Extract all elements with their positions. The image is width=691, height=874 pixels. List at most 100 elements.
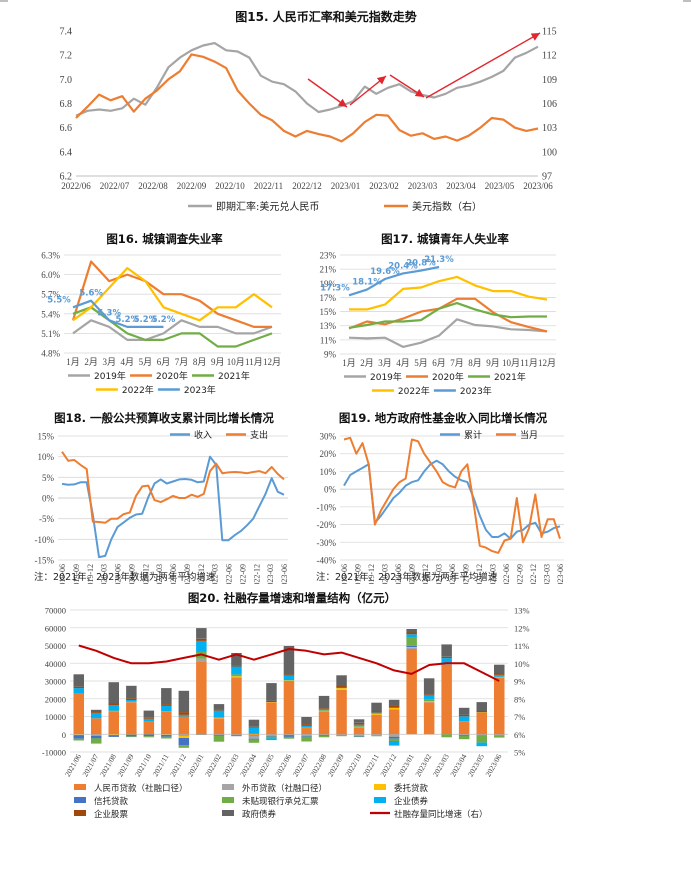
fig19-x-tick: 2023-03 (543, 564, 552, 584)
fig20-bar-segment (318, 735, 330, 738)
fig20-bar-segment (283, 646, 295, 675)
fig20-bar-segment (231, 653, 242, 666)
fig20-bar-segment (91, 738, 102, 744)
fig16-x-tick: 1月 (66, 357, 80, 367)
fig20-bar-segment (213, 710, 225, 718)
fig16-y-tick: 6.3% (41, 251, 60, 261)
fig17-x-tick: 6月 (432, 358, 446, 368)
fig17-title: 图17. 城镇青年人失业率 (381, 232, 509, 246)
fig20-bar-segment (73, 738, 84, 741)
fig18-x-tick: 2019-09 (72, 564, 81, 584)
fig20-bar-segment (213, 704, 225, 710)
fig20-bar-segment (406, 632, 417, 635)
fig17-x-tick: 8月 (468, 358, 482, 368)
fig20-bar-segment (301, 728, 312, 735)
fig19-x-tick: 2022-12 (529, 564, 538, 584)
fig17-data-label: 20.4% (388, 261, 418, 271)
fig18-x-tick: 2019-12 (86, 564, 95, 584)
fig20-bar-segment (213, 717, 225, 719)
fig20-bar-segment (301, 725, 312, 728)
fig17-x-tick: 11月 (520, 358, 538, 368)
fig16-data-label: 5.2% (152, 315, 176, 325)
fig20-bar-segment (476, 735, 487, 743)
fig20-bar-segment (178, 712, 190, 715)
fig20-bar-segment (318, 695, 330, 709)
fig17-y-tick: 21% (320, 265, 337, 275)
fig20-bar-segment (231, 674, 242, 677)
fig20-legend-label: 委托贷款 (394, 783, 429, 794)
fig18-legend-label: 支出 (250, 429, 268, 441)
fig20-bar-segment (196, 658, 207, 662)
fig20-y-right-tick: 8% (514, 694, 525, 704)
fig20-y-left-tick: 0 (62, 730, 66, 740)
fig20-bar-segment (143, 718, 155, 722)
fig20-y-left-tick: 50000 (45, 641, 66, 651)
fig20-bar-segment (301, 736, 312, 742)
fig20-bar-segment (266, 683, 277, 701)
fig20-bar-segment (353, 724, 365, 727)
fig20-bar-segment (458, 734, 470, 735)
fig20-y-right-tick: 7% (514, 712, 525, 722)
fig17-legend-label: 2021年 (494, 371, 526, 383)
fig15-y-left-tick: 7.0 (60, 75, 73, 86)
fig17-series-2022年 (349, 275, 548, 311)
fig18-x-tick: 2021-03 (155, 564, 164, 584)
fig15-y-right-tick: 103 (542, 123, 557, 134)
fig20-bar-segment (441, 664, 452, 665)
fig20-bar-segment (318, 734, 330, 735)
fig15-y-right-tick: 115 (542, 27, 557, 38)
fig20-bar-segment (213, 709, 225, 711)
fig15-x-tick: 2022/09 (177, 181, 207, 191)
fig20-bar-segment (423, 702, 435, 735)
fig20-bar-segment (336, 734, 347, 736)
fig19-x-tick: 2020-12 (421, 564, 430, 584)
fig18-x-tick: 2023-06 (280, 564, 289, 584)
fig20-bar-segment (336, 686, 347, 688)
fig20-legend-swatch (74, 797, 86, 803)
fig20-bar-segment (266, 738, 277, 741)
fig20-bar-segment (423, 695, 435, 700)
fig20-bar-segment (388, 741, 400, 746)
fig17-x-tick: 1月 (342, 358, 356, 368)
fig20-legend-label: 信托贷款 (94, 796, 129, 807)
fig20-bar-segment (143, 721, 155, 735)
fig20-bar-segment (494, 677, 505, 735)
fig15-x-tick: 2022/06 (61, 181, 91, 191)
fig20-bar-segment (126, 701, 137, 703)
fig20-bar-segment (353, 727, 365, 735)
fig20-bar-segment (353, 726, 365, 728)
fig19-y-tick: 0% (324, 485, 337, 495)
fig20-legend-swatch (222, 810, 234, 816)
fig18-x-tick: 2022-03 (211, 564, 220, 584)
fig16-legend-label: 2020年 (156, 370, 188, 382)
fig20-bar-segment (178, 714, 190, 717)
fig20-y-right-tick: 13% (514, 606, 530, 616)
fig20-y-right-tick: 6% (514, 730, 525, 740)
fig20-bar-segment (301, 724, 312, 726)
fig18-x-tick: 2020-09 (127, 564, 136, 584)
fig15-x-tick: 2023/02 (369, 181, 399, 191)
fig16-x-tick: 12月 (263, 357, 281, 367)
fig19-y-tick: -10% (317, 502, 337, 512)
fig20-bar-segment (458, 735, 470, 740)
fig20-legend-label: 企业股票 (94, 809, 129, 820)
fig17-y-tick: 23% (320, 251, 337, 261)
fig20-bar-segment (143, 736, 155, 738)
fig20-bar-segment (231, 676, 242, 678)
fig17-series-2023年 (348, 265, 440, 297)
fig20-bar-segment (476, 734, 487, 736)
fig18-y-tick: 10% (38, 452, 55, 462)
fig16-title: 图16. 城镇调查失业率 (106, 232, 223, 246)
fig20-y-left-tick: -10000 (42, 748, 66, 758)
fig20-bar-segment (371, 702, 382, 712)
fig20-bar-segment (423, 694, 435, 696)
fig20-bar-segment (458, 714, 470, 717)
fig15-x-tick: 2023/03 (408, 181, 438, 191)
fig19-y-tick: -30% (317, 538, 337, 548)
top-border-line (0, 0, 691, 2)
fig20-bar-segment (318, 710, 330, 712)
fig17-series-2021年 (348, 301, 547, 329)
fig19-series-累计 (343, 459, 561, 540)
fig20-bar-segment (231, 677, 242, 735)
fig20-bar-segment (161, 688, 172, 705)
